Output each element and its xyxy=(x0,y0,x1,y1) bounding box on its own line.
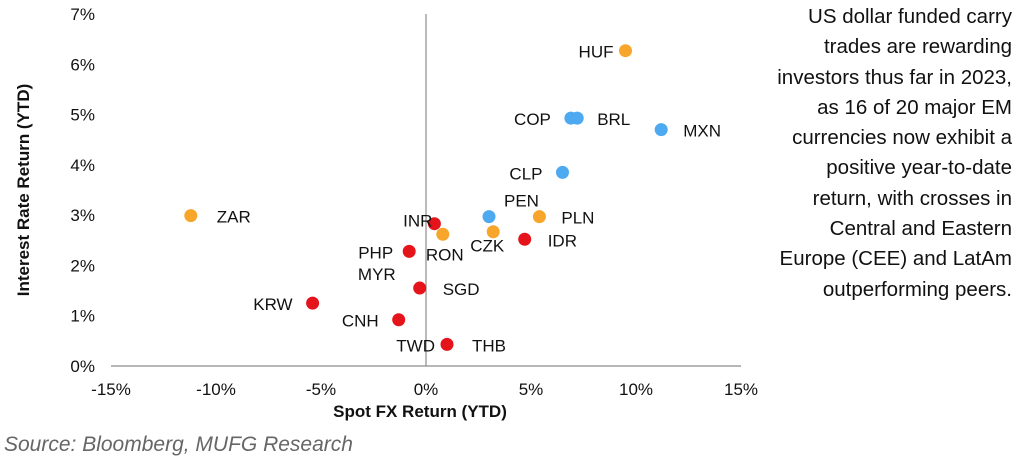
point-pen xyxy=(482,210,496,224)
x-axis-title: Spot FX Return (YTD) xyxy=(333,402,507,421)
y-tick-label: 4% xyxy=(70,156,95,175)
point-zar xyxy=(184,209,198,223)
y-axis-title: Interest Rate Return (YTD) xyxy=(14,84,33,297)
point-idr xyxy=(518,232,532,246)
y-tick-label: 3% xyxy=(70,206,95,225)
point-clp xyxy=(556,165,569,179)
x-tick-label: 15% xyxy=(724,380,758,399)
label-sgd: SGD xyxy=(443,280,480,299)
y-tick-label: 0% xyxy=(70,357,95,376)
label-cop: COP xyxy=(514,110,551,129)
side-commentary: US dollar funded carry trades are reward… xyxy=(777,5,1012,301)
chart-points xyxy=(184,44,668,351)
label-idr: IDR xyxy=(548,231,577,250)
label-krw: KRW xyxy=(253,295,292,314)
x-tick-label: 0% xyxy=(414,380,439,399)
label-clp: CLP xyxy=(509,164,542,183)
y-tick-label: 2% xyxy=(70,256,95,275)
point-huf xyxy=(619,44,632,58)
label-zar: ZAR xyxy=(217,208,251,227)
label-cnh: CNH xyxy=(342,312,379,331)
y-tick-label: 6% xyxy=(70,55,95,74)
label-pln: PLN xyxy=(561,209,594,228)
y-tick-label: 7% xyxy=(70,5,95,24)
label-brl: BRL xyxy=(597,110,630,129)
x-tick-label: -15% xyxy=(91,380,131,399)
label-czk: CZK xyxy=(470,237,505,256)
chart-point-labels: HUF COP BRL MXN CLP PEN PLN ZAR INR RON CZK IDR PHP M… xyxy=(217,43,721,356)
point-mxn xyxy=(654,123,668,137)
point-krw xyxy=(306,296,320,310)
point-twd xyxy=(440,337,454,351)
chart-ticks: -15% -10% -5% 0% 5% 10% 15% 0% 1% 2% 3% 4% 5% 6% 7% xyxy=(70,5,758,399)
scatter-chart: -15% -10% -5% 0% 5% 10% 15% 0% 1% 2% 3% 4% 5% 6% 7% HU… xyxy=(14,5,758,421)
label-huf: HUF xyxy=(579,43,614,62)
x-tick-label: -5% xyxy=(306,380,336,399)
label-myr: MYR xyxy=(358,265,396,284)
x-tick-label: -10% xyxy=(196,380,236,399)
point-php xyxy=(402,244,416,258)
label-pen: PEN xyxy=(504,192,539,211)
label-inr: INR xyxy=(403,212,432,231)
source-note: Source: Bloomberg, MUFG Research xyxy=(4,433,353,456)
point-ron xyxy=(436,227,450,241)
label-php: PHP xyxy=(358,243,393,262)
label-thb: THB xyxy=(472,336,506,355)
chart-axes xyxy=(111,14,741,367)
y-tick-label: 1% xyxy=(70,307,95,326)
x-tick-label: 10% xyxy=(619,380,653,399)
y-tick-label: 5% xyxy=(70,106,95,125)
point-czk xyxy=(486,225,500,239)
x-tick-label: 5% xyxy=(519,380,544,399)
point-cnh xyxy=(392,313,406,327)
point-brl xyxy=(570,111,584,125)
point-myr xyxy=(413,281,427,295)
point-inr xyxy=(427,217,441,231)
point-pln xyxy=(532,210,546,224)
label-ron: RON xyxy=(426,245,464,264)
label-mxn: MXN xyxy=(683,122,721,141)
label-twd: TWD xyxy=(396,336,435,355)
